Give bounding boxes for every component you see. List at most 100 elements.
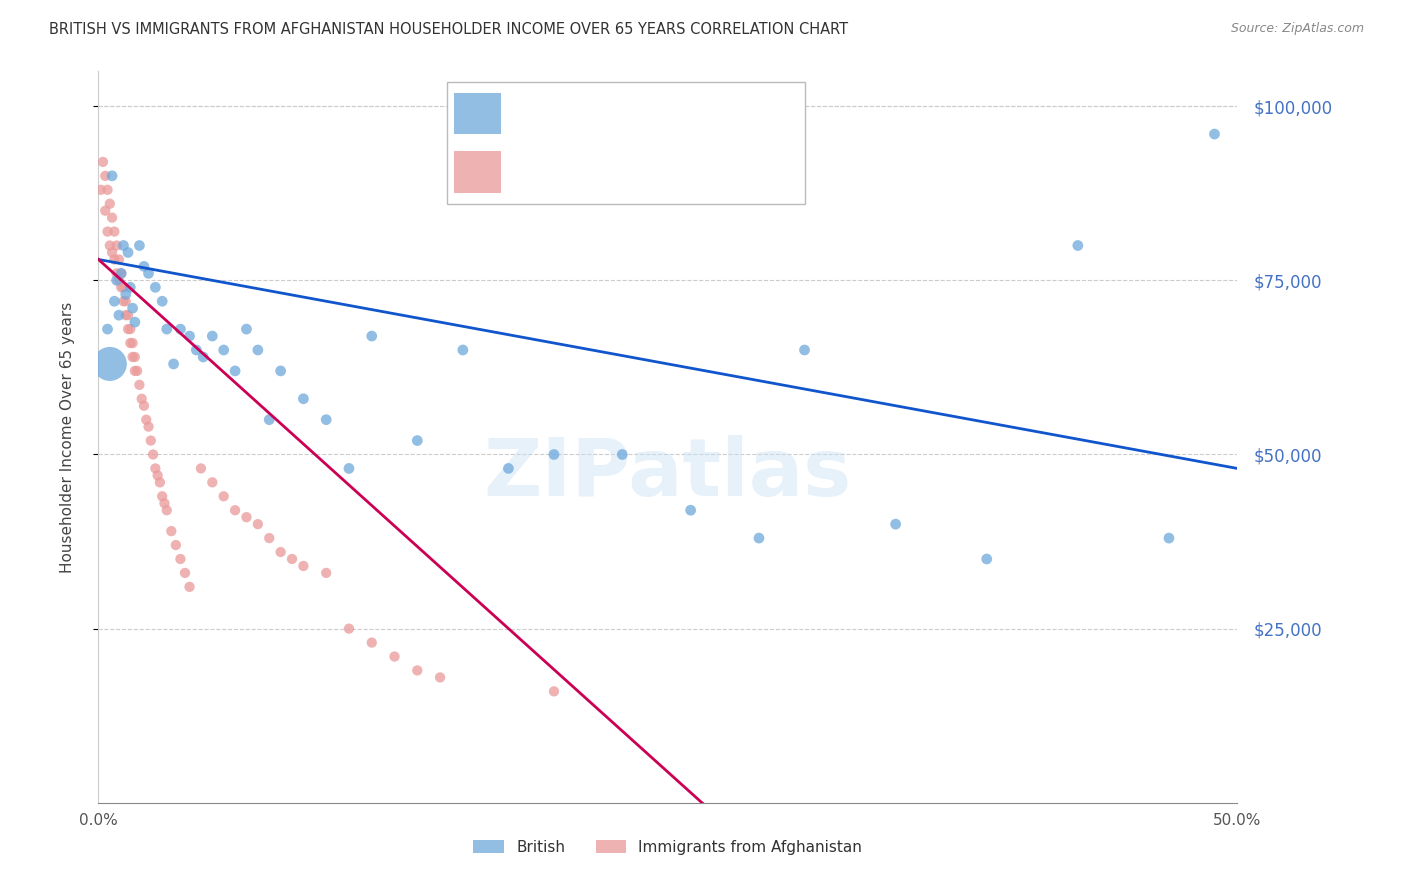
Text: N =: N = xyxy=(662,164,692,179)
Point xyxy=(165,538,187,552)
Point xyxy=(98,357,121,371)
Point xyxy=(112,280,135,294)
Point xyxy=(101,245,124,260)
Point xyxy=(98,238,121,252)
Point xyxy=(98,196,121,211)
Point xyxy=(976,552,998,566)
Point xyxy=(121,301,143,316)
Point xyxy=(117,322,139,336)
Point xyxy=(612,448,634,462)
Point xyxy=(121,336,143,351)
Point xyxy=(105,238,128,252)
Point xyxy=(128,238,150,252)
Point xyxy=(139,434,162,448)
Point xyxy=(121,350,143,364)
Point xyxy=(498,461,520,475)
Point xyxy=(94,169,117,183)
Point xyxy=(212,489,235,503)
Text: N =: N = xyxy=(662,106,692,121)
Point xyxy=(105,273,128,287)
Point xyxy=(162,357,184,371)
Legend: British, Immigrants from Afghanistan: British, Immigrants from Afghanistan xyxy=(467,834,869,861)
Point xyxy=(246,517,269,532)
Point xyxy=(193,350,215,364)
Point xyxy=(150,294,173,309)
Text: -0.532: -0.532 xyxy=(564,164,619,179)
Point xyxy=(156,503,179,517)
Point xyxy=(169,552,191,566)
Point xyxy=(120,280,142,294)
Text: ZIPatlas: ZIPatlas xyxy=(484,434,852,513)
Point xyxy=(105,266,128,280)
Point xyxy=(114,308,136,322)
Point xyxy=(117,308,139,322)
Point xyxy=(884,517,907,532)
Point xyxy=(146,468,169,483)
Point xyxy=(169,322,191,336)
Point xyxy=(96,322,118,336)
Text: 66: 66 xyxy=(710,164,731,179)
Point xyxy=(186,343,208,357)
Point xyxy=(120,336,142,351)
Point xyxy=(127,364,149,378)
Point xyxy=(1204,127,1226,141)
Point xyxy=(212,343,235,357)
Point xyxy=(101,211,124,225)
Point xyxy=(131,392,153,406)
Point xyxy=(235,510,257,524)
Point xyxy=(96,183,118,197)
Point xyxy=(120,322,142,336)
Point xyxy=(679,503,702,517)
Point xyxy=(103,225,125,239)
Point xyxy=(132,260,155,274)
Point xyxy=(337,622,360,636)
Point xyxy=(1067,238,1090,252)
Point xyxy=(135,412,157,426)
Point xyxy=(96,225,118,239)
Text: R =: R = xyxy=(516,164,544,179)
Point xyxy=(246,343,269,357)
Point xyxy=(114,294,136,309)
Point xyxy=(124,364,146,378)
Point xyxy=(259,531,281,545)
Point xyxy=(315,412,337,426)
Point xyxy=(132,399,155,413)
Bar xyxy=(454,93,502,134)
Point xyxy=(360,329,382,343)
Point xyxy=(224,503,246,517)
Point xyxy=(224,364,246,378)
Point xyxy=(112,238,135,252)
Point xyxy=(292,392,315,406)
Point xyxy=(190,461,212,475)
Point xyxy=(145,280,167,294)
Point xyxy=(110,280,132,294)
Point xyxy=(112,294,135,309)
Point xyxy=(90,183,112,197)
Point xyxy=(108,252,131,267)
Point xyxy=(138,419,160,434)
Point xyxy=(201,475,224,490)
Point xyxy=(429,670,451,684)
Point xyxy=(128,377,150,392)
Point xyxy=(138,266,160,280)
Point xyxy=(124,315,146,329)
Y-axis label: Householder Income Over 65 years: Householder Income Over 65 years xyxy=(60,301,75,573)
Point xyxy=(179,580,201,594)
Point xyxy=(259,412,281,426)
Text: 47: 47 xyxy=(710,106,731,121)
Text: R =: R = xyxy=(516,106,544,121)
Point xyxy=(149,475,172,490)
Point xyxy=(108,308,131,322)
Point xyxy=(103,294,125,309)
Point xyxy=(543,684,565,698)
Point xyxy=(748,531,770,545)
Point xyxy=(110,266,132,280)
Point xyxy=(1157,531,1180,545)
Point xyxy=(543,448,565,462)
Point xyxy=(150,489,173,503)
Point xyxy=(91,155,114,169)
Point xyxy=(406,664,429,678)
Point xyxy=(101,169,124,183)
Point xyxy=(103,252,125,267)
Point xyxy=(174,566,197,580)
